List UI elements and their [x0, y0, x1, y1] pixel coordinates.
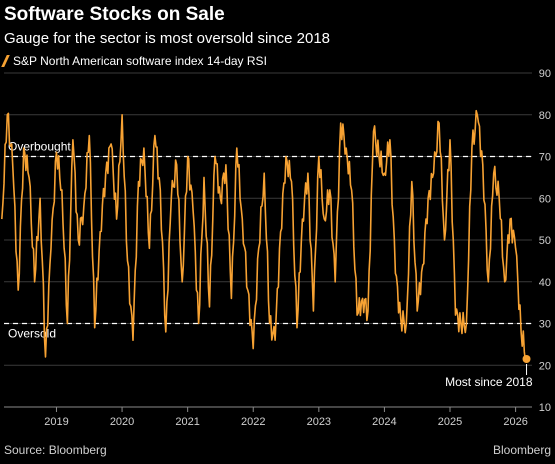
y-tick-label: 70 — [539, 152, 551, 164]
annotation-label: Most since 2018 — [445, 375, 533, 389]
y-tick-label: 90 — [539, 68, 551, 80]
brand-label: Bloomberg — [492, 443, 551, 457]
reference-label: Overbought — [8, 140, 71, 154]
y-tick-label: 10 — [539, 402, 551, 414]
latest-point-marker — [522, 354, 531, 363]
y-tick-label: 30 — [539, 319, 551, 331]
x-tick-label: 2025 — [438, 416, 462, 428]
y-tick-label: 40 — [539, 277, 551, 289]
x-tick-label: 2021 — [175, 416, 199, 428]
chart-subtitle: Gauge for the sector is most oversold si… — [4, 30, 331, 47]
x-tick-label: 2024 — [372, 416, 396, 428]
x-tick-label: 2019 — [44, 416, 68, 428]
y-tick-label: 50 — [539, 235, 551, 247]
legend-label: S&P North American software index 14-day… — [13, 54, 267, 68]
x-tick-label: 2020 — [110, 416, 134, 428]
x-tick-label: 2022 — [241, 416, 265, 428]
y-tick-label: 20 — [539, 360, 551, 372]
y-tick-label: 60 — [539, 193, 551, 205]
rsi-series-line — [1, 109, 528, 363]
x-tick-label: 2023 — [307, 416, 331, 428]
source-note: Source: Bloomberg — [4, 443, 107, 457]
x-tick-label: 2026 — [503, 416, 527, 428]
chart-title: Software Stocks on Sale — [4, 4, 225, 25]
y-tick-label: 80 — [539, 110, 551, 122]
reference-label: Oversold — [8, 327, 56, 341]
legend: S&P North American software index 14-day… — [1, 54, 267, 68]
